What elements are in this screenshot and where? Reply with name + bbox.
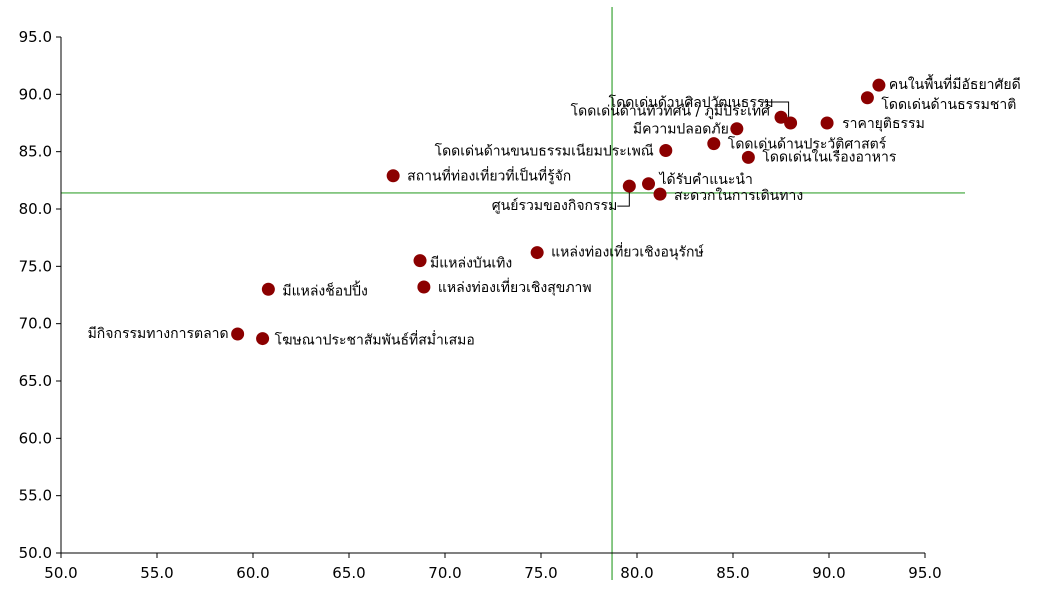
- point-label: แหล่งท่องเที่ยวเชิงสุขภาพ: [438, 278, 592, 296]
- point-label: สถานที่ท่องเที่ยวที่เป็นที่รู้จัก: [407, 167, 571, 185]
- y-tick-label: 50.0: [19, 544, 52, 562]
- y-tick-label: 75.0: [19, 257, 52, 275]
- data-point: [707, 137, 721, 151]
- point-label: ราคายุติธรรม: [842, 116, 925, 132]
- leader-lines: [617, 101, 790, 207]
- y-tick-label: 70.0: [19, 315, 52, 333]
- x-tick-label: 50.0: [44, 564, 77, 582]
- point-label: แหล่งท่องเที่ยวเชิงอนุรักษ์: [551, 243, 704, 261]
- y-tick-label: 80.0: [19, 200, 52, 218]
- data-point: [622, 179, 636, 193]
- point-label: โดดเด่นในเรื่องอาหาร: [762, 147, 896, 165]
- data-point: [417, 280, 431, 294]
- data-point: [413, 254, 427, 268]
- data-point: [659, 144, 673, 158]
- point-label: โดดเด่นด้านทิวทัศน์ / ภูมิประเทศ: [571, 102, 770, 119]
- leader-line: [762, 101, 790, 118]
- point-label: โดดเด่นด้านธรรมชาติ: [881, 96, 1016, 113]
- y-tick-label: 65.0: [19, 372, 52, 390]
- data-point: [741, 150, 755, 164]
- y-tick-label: 85.0: [19, 143, 52, 161]
- point-label: สะดวกในการเดินทาง: [674, 187, 803, 204]
- data-point: [642, 177, 656, 191]
- x-tick-label: 60.0: [236, 564, 269, 582]
- data-point: [261, 282, 275, 296]
- x-tick-label: 85.0: [716, 564, 749, 582]
- point-label: มีแหล่งช็อปปิ้ง: [282, 280, 367, 299]
- point-label: คนในพื้นที่มีอัธยาศัยดี: [889, 74, 1021, 93]
- y-tick-label: 60.0: [19, 429, 52, 447]
- point-label: มีแหล่งบันเทิง: [430, 256, 512, 272]
- leader-line: [617, 192, 630, 207]
- x-tick-label: 65.0: [332, 564, 365, 582]
- data-point: [820, 116, 834, 130]
- x-tick-label: 95.0: [908, 564, 941, 582]
- x-tick-label: 70.0: [428, 564, 461, 582]
- x-tick-label: 80.0: [620, 564, 653, 582]
- point-label: ศูนย์รวมของกิจกรรม: [492, 197, 618, 214]
- point-label: โฆษณาประชาสัมพันธ์ที่สม่ำเสมอ: [275, 331, 475, 349]
- y-axis-ticks: 50.0 55.0 60.0 65.0 70.0 75.0 80.0 85.0 90.0 95.0: [19, 28, 61, 562]
- data-point: [784, 116, 798, 130]
- axes: [60, 37, 925, 554]
- y-tick-label: 95.0: [19, 28, 52, 46]
- data-labels: คนในพื้นที่มีอัธยาศัยดีโดดเด่นด้านธรรมชา…: [88, 74, 1021, 348]
- point-label: โดดเด่นด้านขนบธรรมเนียมประเพณี: [435, 143, 654, 160]
- y-tick-label: 55.0: [19, 487, 52, 505]
- point-label: โดดเด่นด้านประวัติศาสตร์: [728, 136, 887, 153]
- x-axis-ticks: 50.0 55.0 60.0 65.0 70.0 75.0 80.0 85.0 90.0 95.0: [44, 553, 942, 582]
- data-point: [653, 187, 667, 201]
- data-point: [530, 246, 544, 260]
- data-point: [231, 327, 245, 341]
- x-tick-label: 90.0: [812, 564, 845, 582]
- data-point: [386, 169, 400, 183]
- y-tick-label: 90.0: [19, 85, 52, 103]
- data-point: [730, 122, 744, 136]
- data-point: [860, 91, 874, 105]
- point-label: มีกิจกรรมทางการตลาด: [88, 326, 229, 342]
- point-label: มีความปลอดภัย: [633, 122, 729, 138]
- data-point: [774, 110, 788, 124]
- point-label: โดดเด่นด้านศิลปวัฒนธรรม: [609, 94, 774, 111]
- data-point: [872, 78, 886, 92]
- reference-lines: [61, 7, 965, 580]
- point-label: ได้รับคำแนะนำ: [659, 171, 753, 188]
- data-point: [256, 332, 270, 346]
- x-tick-label: 75.0: [524, 564, 557, 582]
- x-tick-label: 55.0: [140, 564, 173, 582]
- data-points: [231, 78, 886, 346]
